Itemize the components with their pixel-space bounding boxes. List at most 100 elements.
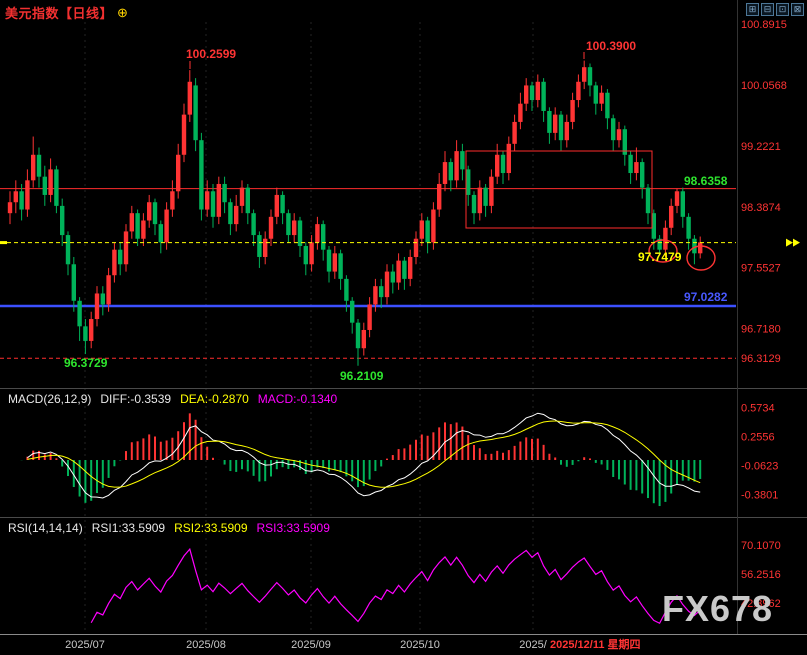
candle[interactable] (83, 319, 88, 355)
candle[interactable] (36, 147, 42, 188)
candle[interactable] (634, 147, 639, 181)
candle[interactable] (379, 278, 384, 309)
candle[interactable] (31, 136, 36, 188)
candle[interactable] (297, 216, 303, 257)
candle[interactable] (129, 205, 134, 239)
current-price-layer[interactable] (0, 238, 800, 247)
candle[interactable] (332, 246, 337, 279)
candle[interactable] (350, 297, 355, 334)
candle[interactable] (402, 256, 407, 290)
candle[interactable] (454, 140, 459, 188)
candle[interactable] (669, 198, 674, 236)
candle[interactable] (547, 107, 552, 144)
candle[interactable] (616, 121, 622, 148)
candle[interactable] (239, 180, 245, 214)
candle[interactable] (408, 249, 413, 287)
candle[interactable] (118, 242, 123, 276)
candle[interactable] (89, 311, 94, 349)
candle[interactable] (147, 194, 152, 228)
candle[interactable] (193, 78, 198, 152)
candle[interactable] (582, 60, 587, 90)
candle[interactable] (471, 191, 477, 225)
candle[interactable] (419, 213, 424, 247)
candle[interactable] (367, 297, 372, 338)
candle[interactable] (361, 322, 366, 356)
candle[interactable] (344, 275, 349, 312)
drawn-rectangle[interactable] (465, 150, 653, 229)
candle[interactable] (477, 180, 482, 221)
candle[interactable] (181, 103, 187, 163)
candle[interactable] (54, 165, 59, 214)
candle[interactable] (42, 165, 47, 206)
candle[interactable] (234, 194, 239, 232)
user-drawings[interactable] (465, 150, 716, 271)
add-indicator-icon[interactable]: ⊕ (117, 4, 128, 20)
candle[interactable] (605, 89, 610, 130)
candle[interactable] (187, 70, 192, 122)
candle[interactable] (19, 183, 24, 221)
candle[interactable] (698, 236, 703, 259)
candle[interactable] (263, 231, 268, 265)
candle[interactable] (466, 165, 471, 206)
candle[interactable] (489, 169, 494, 214)
candle[interactable] (292, 213, 297, 243)
candle[interactable] (535, 74, 540, 108)
candle[interactable] (373, 278, 378, 312)
candle[interactable] (686, 213, 691, 250)
candle[interactable] (222, 176, 227, 214)
candle[interactable] (587, 63, 593, 97)
candle[interactable] (483, 183, 488, 217)
candle[interactable] (48, 158, 53, 203)
candle[interactable] (576, 74, 581, 108)
candle[interactable] (257, 231, 262, 268)
candle[interactable] (396, 253, 401, 290)
candle[interactable] (645, 183, 651, 225)
candle[interactable] (593, 81, 598, 115)
candle[interactable] (176, 143, 181, 199)
candle[interactable] (100, 286, 105, 316)
candle[interactable] (7, 191, 13, 225)
candle[interactable] (413, 231, 419, 265)
candle[interactable] (570, 92, 575, 130)
drawn-ellipse[interactable] (648, 239, 678, 263)
candle[interactable] (338, 249, 343, 290)
candle[interactable] (500, 151, 506, 184)
candle[interactable] (326, 246, 332, 283)
candle[interactable] (158, 220, 163, 254)
candle[interactable] (315, 216, 320, 250)
candle[interactable] (274, 187, 279, 225)
candle[interactable] (170, 180, 175, 217)
candle[interactable] (692, 235, 697, 265)
candle[interactable] (541, 78, 546, 122)
grid-layout-icon[interactable]: ⊞ (746, 3, 759, 16)
candle[interactable] (529, 81, 535, 111)
candles-layer[interactable] (7, 60, 703, 366)
candle[interactable] (112, 242, 117, 283)
candle[interactable] (280, 191, 285, 225)
candle[interactable] (431, 202, 436, 250)
candle[interactable] (390, 264, 395, 294)
candle[interactable] (216, 176, 221, 225)
candle[interactable] (228, 198, 233, 236)
candle[interactable] (524, 78, 529, 111)
candle[interactable] (123, 224, 129, 272)
candle[interactable] (564, 114, 569, 148)
candle[interactable] (245, 183, 250, 225)
candle[interactable] (611, 114, 616, 152)
candle[interactable] (680, 187, 685, 228)
candle[interactable] (199, 132, 204, 221)
candle[interactable] (71, 256, 76, 312)
candle[interactable] (460, 143, 465, 181)
candle[interactable] (164, 202, 169, 250)
candle[interactable] (657, 235, 662, 254)
candle[interactable] (251, 209, 256, 247)
candle[interactable] (674, 188, 680, 214)
candle[interactable] (384, 264, 390, 305)
candle[interactable] (152, 198, 158, 236)
candle[interactable] (640, 158, 645, 199)
candle[interactable] (442, 151, 448, 192)
candle[interactable] (25, 169, 30, 217)
candle[interactable] (437, 173, 442, 217)
candle[interactable] (495, 143, 500, 184)
